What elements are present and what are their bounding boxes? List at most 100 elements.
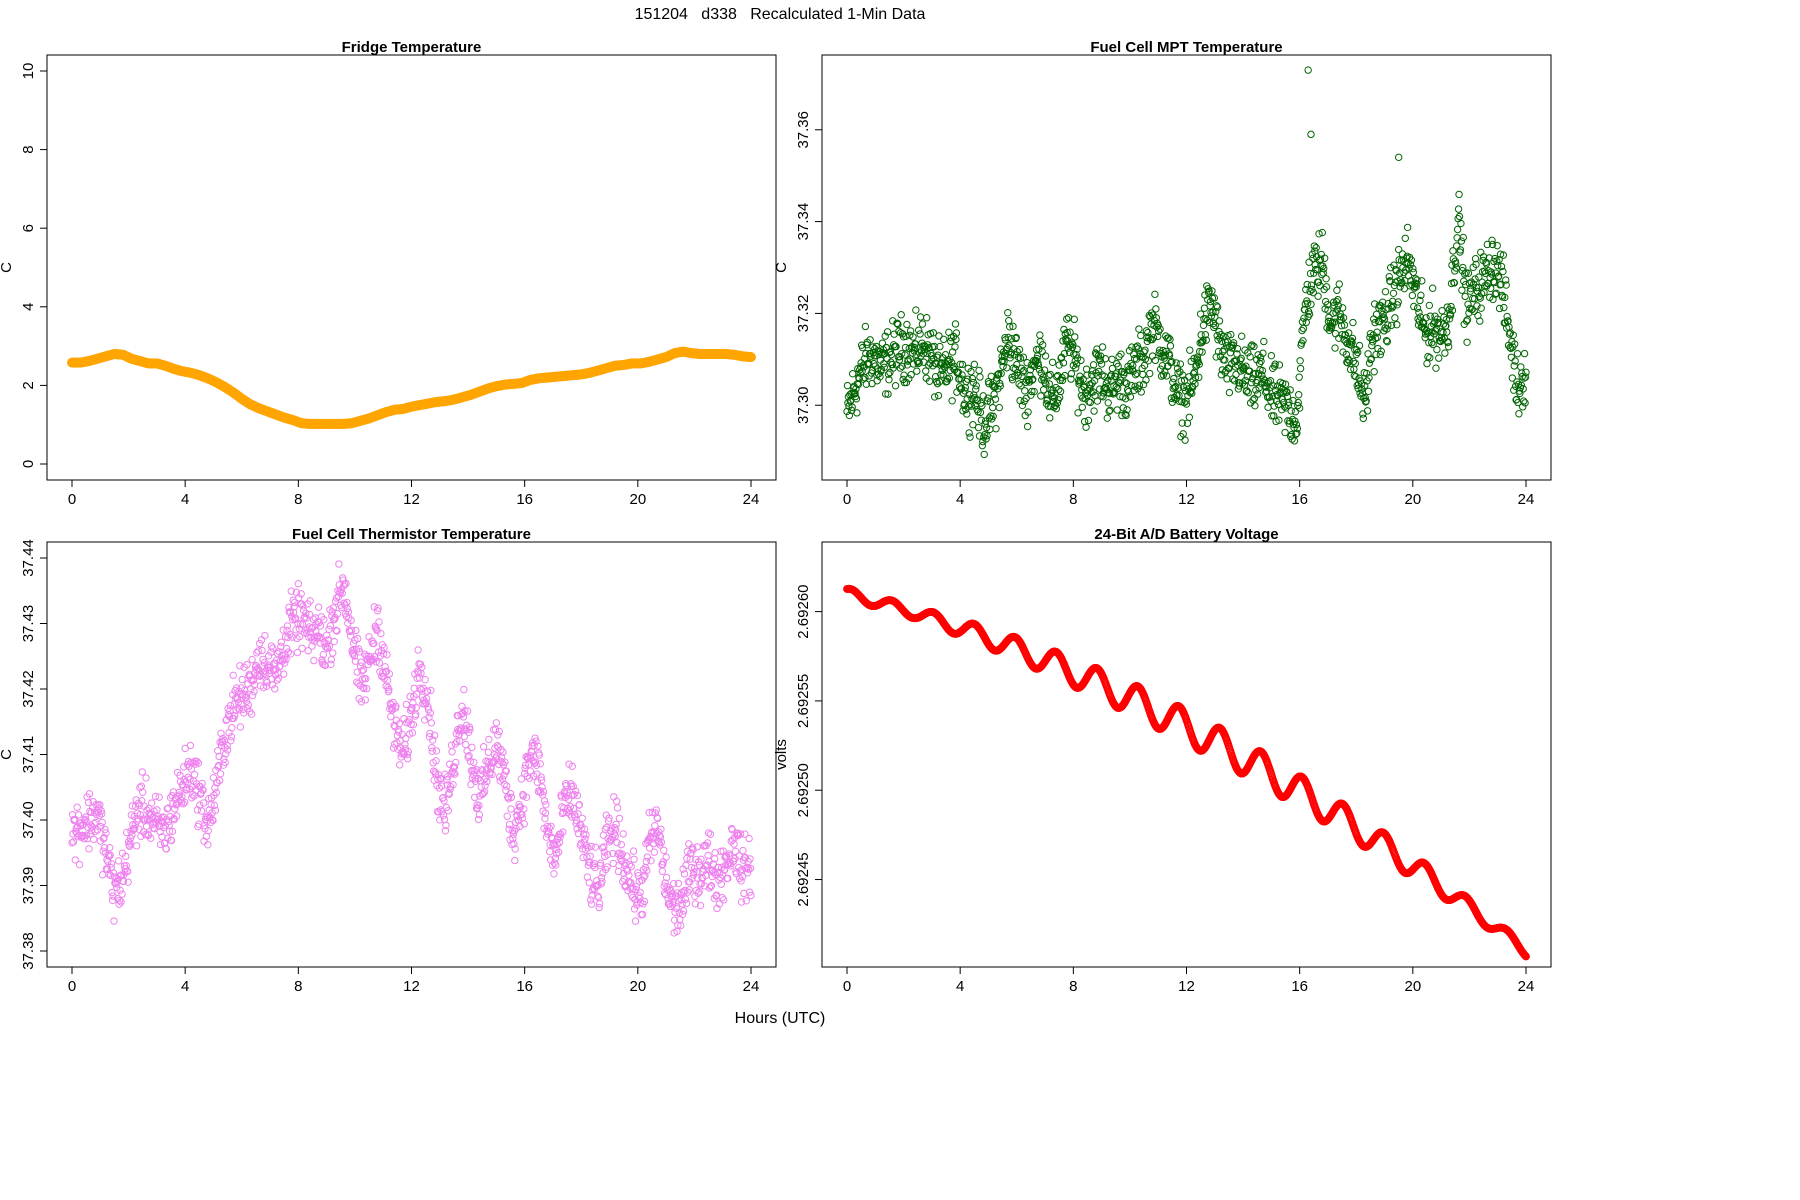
mpt-data-point: [902, 332, 910, 341]
thermistor-data-point: [147, 799, 156, 807]
thermistor-ytick-label: 37.42: [20, 670, 37, 708]
thermistor-data-point: [292, 626, 300, 634]
mpt-data-point: [1459, 233, 1467, 242]
thermistor-ytick-label: 37.38: [20, 932, 37, 970]
thermistor-data-point: [169, 799, 177, 808]
mpt-data-point: [1305, 310, 1314, 318]
mpt-data-point: [1405, 264, 1413, 272]
mpt-data-point: [1128, 365, 1136, 374]
thermistor-data-point: [619, 830, 627, 838]
mpt-data-point: [1275, 416, 1283, 424]
thermistor-data-point: [187, 765, 195, 773]
mpt-data-point: [1005, 316, 1013, 325]
mpt-data-point: [1151, 290, 1159, 299]
mpt-data-point: [1013, 360, 1021, 369]
mpt-data-point: [1322, 274, 1330, 283]
thermistor-data-point: [102, 829, 110, 837]
mpt-data-point: [1296, 357, 1304, 365]
thermistor-data-point: [82, 831, 90, 839]
mpt-data-point: [924, 361, 933, 369]
thermistor-data-point: [297, 590, 305, 598]
mpt-data-point: [852, 385, 860, 393]
thermistor-data-point: [280, 670, 288, 678]
mpt-data-point: [1330, 318, 1339, 326]
mpt-data-point: [1300, 314, 1308, 322]
mpt-data-point: [1034, 361, 1043, 370]
mpt-data-point: [1139, 380, 1148, 389]
mpt-data-point: [1104, 399, 1112, 407]
thermistor-data-point: [440, 797, 448, 805]
thermistor-data-point: [651, 822, 659, 830]
mpt-data-point: [1078, 403, 1086, 411]
thermistor-data-point: [147, 834, 155, 842]
mpt-data-point: [963, 395, 971, 403]
mpt-data-point: [1195, 360, 1203, 368]
thermistor-xtick-label: 0: [68, 978, 76, 995]
thermistor-data-point: [385, 670, 394, 678]
mpt-data-point: [862, 380, 871, 388]
mpt-data-point: [996, 379, 1004, 388]
mpt-data-point: [1033, 352, 1042, 360]
thermistor-data-point: [613, 804, 622, 812]
mpt-data-point: [990, 390, 998, 398]
mpt-data-point: [1503, 312, 1511, 321]
thermistor-data-point: [128, 802, 137, 810]
mpt-data-point: [1314, 278, 1323, 286]
mpt-data-point: [1068, 339, 1076, 347]
thermistor-data-point: [328, 608, 336, 616]
mpt-data-point: [1237, 332, 1246, 340]
mpt-data-point: [997, 369, 1005, 378]
thermistor-data-point: [375, 618, 383, 626]
mpt-data-point: [964, 375, 972, 383]
mpt-data-point: [1465, 279, 1474, 288]
thermistor-data-point: [467, 780, 475, 789]
mpt-data-point: [1464, 300, 1472, 308]
figure-title: 151204 d338 Recalculated 1-Min Data: [634, 6, 926, 23]
thermistor-data-point: [193, 757, 201, 766]
thermistor-data-point: [360, 684, 368, 693]
thermistor-data-point: [402, 734, 410, 743]
mpt-data-point: [933, 379, 942, 388]
thermistor-data-point: [242, 697, 251, 706]
battery-plot-frame: [821, 541, 1552, 968]
thermistor-data-point: [745, 834, 753, 843]
mpt-data-point: [1287, 430, 1296, 439]
thermistor-data-point: [90, 819, 98, 828]
mpt-data-point: [929, 329, 937, 337]
mpt-data-point: [1251, 369, 1260, 378]
mpt-data-point: [1448, 306, 1457, 315]
thermistor-data-point: [460, 685, 468, 694]
mpt-data-point: [1476, 294, 1484, 302]
mpt-data-point: [1439, 328, 1447, 337]
mpt-data-point: [883, 328, 892, 336]
thermistor-data-point: [186, 775, 194, 784]
thermistor-data-point: [274, 674, 283, 682]
battery-ytick-label: 2.69255: [795, 674, 812, 728]
mpt-data-point: [848, 370, 857, 378]
thermistor-data-point: [461, 707, 469, 715]
mpt-data-point: [1480, 288, 1488, 297]
thermistor-data-point: [457, 725, 466, 734]
mpt-data-point: [1307, 281, 1316, 289]
mpt-data-point: [1171, 383, 1179, 392]
mpt-data-point: [914, 359, 922, 368]
mpt-data-point: [1018, 401, 1027, 410]
mpt-data-point: [1213, 303, 1222, 311]
thermistor-data-point: [244, 701, 253, 709]
thermistor-data-point: [492, 719, 501, 727]
thermistor-data-point: [344, 608, 353, 616]
thermistor-data-point: [418, 663, 426, 671]
mpt-data-point: [1063, 315, 1071, 323]
mpt-data-point: [1408, 291, 1417, 300]
mpt-data-point: [1407, 256, 1416, 264]
thermistor-data-point: [71, 856, 80, 864]
thermistor-data-point: [73, 803, 81, 811]
mpt-data-point: [1115, 352, 1123, 361]
mpt-data-point: [1089, 388, 1097, 396]
mpt-data-point: [967, 367, 975, 376]
thermistor-data-point: [409, 699, 417, 707]
mpt-data-point: [1415, 308, 1423, 317]
thermistor-points: [68, 560, 755, 937]
mpt-data-point: [1383, 325, 1391, 333]
mpt-data-point: [1363, 407, 1372, 415]
